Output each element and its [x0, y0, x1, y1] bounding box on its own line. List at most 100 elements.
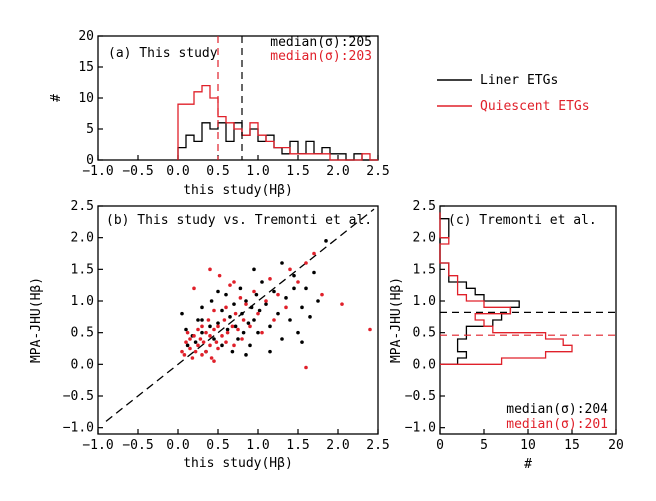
histogram-step-quiescent [439, 212, 573, 365]
scatter-point-liner [225, 327, 230, 332]
scatter-point-liner [280, 337, 284, 341]
scatter-point-quiescent [232, 343, 236, 348]
scatter-point-liner [241, 330, 246, 335]
scatter-point-liner [220, 343, 224, 348]
scatter-point-liner [180, 311, 184, 316]
scatter-point-quiescent [284, 305, 288, 310]
y-tick-label: 1.5 [413, 262, 436, 277]
legend-liner-label: Liner ETGs [480, 73, 558, 88]
scatter-point-quiescent [238, 296, 243, 300]
x-tick-label: 0.0 [166, 438, 189, 453]
x-tick-label: −1.0 [82, 164, 113, 179]
histogram-step-quiescent [177, 84, 378, 161]
y-tick-label: 1.5 [71, 262, 94, 277]
scatter-point-quiescent [193, 349, 198, 354]
x-tick-label: 1.5 [286, 438, 309, 453]
y-tick-label: 20 [78, 29, 94, 44]
panel-a-title: (a) This study [108, 46, 218, 61]
legend-quiescent-label: Quiescent ETGs [480, 99, 590, 114]
scatter-point-quiescent [236, 327, 240, 332]
scatter-point-liner [216, 289, 220, 294]
scatter-point-quiescent [312, 251, 316, 256]
scatter-point-quiescent [204, 349, 208, 354]
scatter-point-quiescent [182, 353, 187, 357]
scatter-point-quiescent [212, 308, 216, 313]
scatter-point-liner [248, 343, 252, 348]
scatter-point-quiescent [224, 305, 228, 310]
scatter-point-liner [212, 337, 216, 341]
scatter-point-liner [240, 311, 244, 316]
scatter-point-quiescent [288, 267, 292, 272]
scatter-point-liner [292, 286, 296, 291]
y-tick-label: 0.5 [71, 326, 94, 341]
y-tick-label: 5 [86, 122, 94, 137]
scatter-point-quiescent [180, 349, 184, 354]
scatter-point-liner [316, 299, 320, 303]
histogram-step-liner [439, 212, 520, 365]
scatter-point-liner [260, 280, 264, 284]
scatter-point-liner [233, 324, 238, 329]
panel-b: −1.0 −0.5 0.0 0.5 1.0 1.5 2.0 2.5 −1.0 −0.5 0.0 0.… [29, 199, 390, 471]
scatter-point-quiescent [222, 318, 227, 322]
x-tick-label: 5 [480, 438, 488, 453]
scatter-point-quiescent [200, 353, 204, 357]
scatter-point-quiescent [256, 311, 260, 316]
scatter-point-quiescent [200, 324, 204, 329]
scatter-point-liner [236, 337, 240, 341]
scatter-point-liner [193, 340, 198, 344]
y-tick-label: 0 [86, 153, 94, 168]
scatter-point-liner [230, 349, 235, 354]
scatter-point-quiescent [209, 356, 214, 360]
scatter-point-liner [280, 261, 284, 265]
scatter-point-quiescent [340, 302, 344, 306]
scatter-point-liner [200, 318, 204, 322]
scatter-point-liner [300, 305, 304, 310]
y-tick-label: 1.0 [413, 294, 436, 309]
scatter-point-quiescent [224, 340, 228, 344]
scatter-point-quiescent [228, 283, 232, 287]
y-tick-label: 2.0 [413, 231, 436, 246]
scatter-point-quiescent [184, 340, 188, 344]
panel-c: 0 5 10 15 20 −1.0 −0.5 0.0 0.5 1.0 1.5 2.0 2.5 (c) … [389, 199, 624, 472]
panel-c-ylabel: MPA-JHU(Hβ) [389, 277, 404, 363]
y-tick-label: 2.5 [413, 199, 436, 214]
scatter-point-quiescent [320, 292, 324, 297]
scatter-point-liner [276, 311, 280, 316]
x-tick-label: 0.0 [166, 164, 189, 179]
panel-a-median-quiescent: median(σ):203 [270, 49, 372, 64]
scatter-point-liner [264, 302, 268, 306]
scatter-point-liner [256, 330, 260, 335]
scatter-point-liner [312, 270, 316, 275]
scatter-point-liner [246, 321, 251, 325]
scatter-point-quiescent [204, 330, 208, 335]
scatter-point-quiescent [240, 337, 244, 341]
scatter-point-liner [304, 286, 308, 291]
x-tick-label: 2.5 [366, 438, 389, 453]
x-tick-label: 0 [436, 438, 444, 453]
panel-b-ylabel: MPA-JHU(Hβ) [29, 277, 44, 363]
scatter-point-liner [292, 273, 296, 278]
scatter-point-liner [244, 353, 248, 357]
scatter-point-quiescent [268, 277, 272, 281]
scatter-point-liner [272, 289, 276, 294]
x-tick-label: 20 [608, 438, 624, 453]
scatter-point-liner [224, 292, 228, 297]
scatter-point-liner [249, 305, 254, 310]
scatter-point-quiescent [368, 327, 372, 332]
scatter-point-liner [185, 343, 190, 348]
scatter-point-liner [296, 330, 300, 335]
y-tick-label: 10 [78, 91, 94, 106]
scatter-point-quiescent [220, 334, 224, 338]
scatter-point-liner [216, 321, 220, 325]
scatter-point-liner [254, 292, 259, 297]
scatter-point-liner [244, 299, 248, 303]
scatter-point-quiescent [192, 286, 196, 291]
scatter-point-liner [200, 330, 204, 335]
scatter-point-liner [284, 296, 288, 300]
scatter-point-quiescent [188, 337, 192, 341]
scatter-point-quiescent [192, 334, 196, 338]
scatter-point-quiescent [304, 261, 308, 265]
panel-a-xlabel: this study(Hβ) [183, 183, 293, 198]
scatter-point-quiescent [276, 292, 280, 297]
scatter-point-quiescent [196, 327, 200, 332]
